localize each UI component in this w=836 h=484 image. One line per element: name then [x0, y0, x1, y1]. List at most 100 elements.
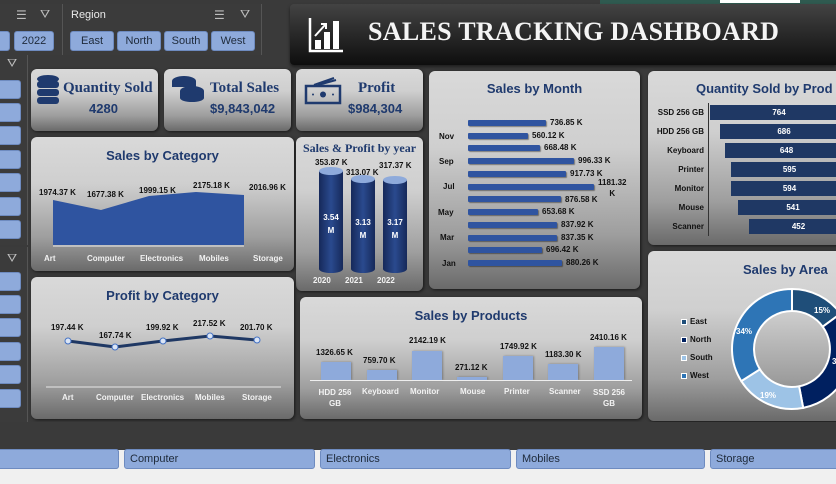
data-label: 1677.38 K — [87, 190, 124, 199]
kpi-label: Total Sales — [210, 80, 280, 96]
data-label: 271.12 K — [455, 363, 488, 372]
axis-line — [310, 380, 632, 381]
left-slicer-chip[interactable] — [0, 150, 21, 169]
donut-chart: 15% 34% 19% 32% — [731, 287, 836, 410]
data-label: 736.85 K — [550, 118, 583, 127]
bar-dec — [468, 120, 546, 126]
axis-label: Art — [44, 254, 56, 263]
bar-mar — [468, 235, 557, 241]
database-icon — [37, 75, 59, 104]
year-chip-2022[interactable]: 2022 — [14, 31, 54, 51]
left-slicer-chip[interactable] — [0, 365, 21, 384]
axis-label: Printer — [504, 387, 530, 396]
dashboard-header: SALES TRACKING DASHBOARD — [290, 4, 836, 65]
left-slicer-chip[interactable] — [0, 318, 21, 337]
data-label: 653.68 K — [542, 207, 575, 216]
bar-scanner: 452 — [749, 219, 836, 234]
data-label: 197.44 K — [51, 323, 84, 332]
sales-profit-by-year-chart: Sales & Profit by year 353.87 K 313.07 K… — [296, 137, 423, 291]
left-slicer-chip[interactable] — [0, 173, 21, 192]
left-slicer-chip[interactable] — [0, 295, 21, 314]
clear-filter-icon[interactable]: ⛛ — [7, 56, 18, 70]
svg-text:15%: 15% — [814, 306, 830, 315]
excel-ribbon-edge-field — [720, 0, 800, 3]
bottom-category-slicer — [0, 422, 836, 469]
data-label: 1974.37 K — [39, 188, 76, 197]
left-slicer-chip[interactable] — [0, 342, 21, 361]
axis-label: Electronics — [141, 393, 185, 402]
axis-label: May — [438, 208, 454, 217]
clear-filter-icon[interactable]: ⛛ — [7, 251, 18, 265]
axis-label: HDD 256 GB — [318, 388, 352, 408]
data-label: 217.52 K — [193, 319, 226, 328]
category-chip-mobiles[interactable]: Mobiles — [516, 449, 705, 469]
sales-by-month-chart: Sales by Month 736.85 K 560.12 K 668.48 … — [429, 71, 640, 289]
clear-filter-icon[interactable]: ⛛ — [40, 7, 51, 21]
data-label: 1749.92 K — [500, 342, 537, 351]
axis-label: Mobiles — [195, 393, 225, 402]
region-chip-south[interactable]: South — [164, 31, 208, 51]
year-chip-2021[interactable]: 1 — [0, 31, 10, 51]
axis-label: Nov — [439, 132, 455, 141]
category-chip-electronics[interactable]: Electronics — [320, 449, 511, 469]
axis-label: Scanner — [549, 387, 581, 396]
axis-label: Keyboard — [362, 387, 399, 396]
axis-label: SSD 256 GB — [592, 388, 626, 408]
left-slicer-chip[interactable] — [0, 272, 21, 291]
multi-select-icon[interactable]: ☰ — [16, 8, 27, 22]
data-label: 1999.15 K — [139, 186, 176, 195]
bar-feb — [468, 247, 542, 253]
left-slicer-top: ⛛ — [0, 55, 28, 245]
axis-label: Monitor — [674, 184, 704, 193]
kpi-card-total-sales: Total Sales $9,843,042 — [164, 69, 291, 131]
region-chip-east[interactable]: East — [70, 31, 114, 51]
region-slicer-title: Region — [71, 9, 106, 21]
data-label: 837.92 K — [561, 220, 594, 229]
data-label: 759.70 K — [363, 356, 396, 365]
bar-jan — [468, 260, 562, 266]
bar-apr — [468, 222, 557, 228]
region-chip-north[interactable]: North — [117, 31, 161, 51]
axis-label: SSD 256 GB — [657, 108, 704, 117]
axis-label: Monitor — [410, 387, 440, 396]
profit-cylinder-top-2020 — [319, 167, 343, 175]
data-label: 317.37 K — [379, 161, 412, 170]
data-label: 2410.16 K — [590, 333, 627, 342]
axis-label: Computer — [96, 393, 134, 402]
axis-label: Jan — [442, 259, 456, 268]
coins-icon — [172, 76, 204, 102]
chart-title: Sales by Area — [743, 262, 828, 277]
svg-text:32%: 32% — [832, 357, 836, 366]
bar-mouse — [457, 377, 487, 380]
axis-label: Computer — [87, 254, 125, 263]
category-chip-art[interactable] — [0, 449, 119, 469]
profit-cylinder-top-2021 — [351, 175, 375, 183]
axis-label: Mobiles — [199, 254, 229, 263]
money-icon — [304, 77, 342, 105]
multi-select-icon[interactable]: ☰ — [214, 8, 225, 22]
axis-label: Jul — [443, 182, 455, 191]
axis-label: Electronics — [140, 254, 184, 263]
sales-by-category-chart: Sales by Category 1974.37 K 1677.38 K 19… — [31, 137, 294, 271]
category-chip-computer[interactable]: Computer — [124, 449, 315, 469]
kpi-card-profit: Profit $984,304 — [296, 69, 423, 131]
left-slicer-chip[interactable] — [0, 389, 21, 408]
axis-label: 2022 — [377, 276, 395, 285]
data-label: 560.12 K — [532, 131, 565, 140]
axis-label: Storage — [253, 254, 283, 263]
left-slicer-chip[interactable] — [0, 126, 21, 145]
data-label: 2175.18 K — [193, 181, 230, 190]
clear-filter-icon[interactable]: ⛛ — [240, 7, 251, 21]
kpi-label: Profit — [358, 80, 396, 96]
region-chip-west[interactable]: West — [211, 31, 255, 51]
area-series — [53, 192, 244, 247]
left-slicer-chip[interactable] — [0, 80, 21, 99]
left-slicer-chip[interactable] — [0, 220, 21, 239]
chart-title: Sales & Profit by year — [302, 141, 417, 155]
left-slicer-chip[interactable] — [0, 103, 21, 122]
legend-south: South — [681, 353, 713, 362]
data-label: 1326.65 K — [316, 348, 353, 357]
left-slicer-chip[interactable] — [0, 197, 21, 216]
kpi-value: $9,843,042 — [210, 101, 276, 116]
category-chip-storage[interactable]: Storage — [710, 449, 836, 469]
